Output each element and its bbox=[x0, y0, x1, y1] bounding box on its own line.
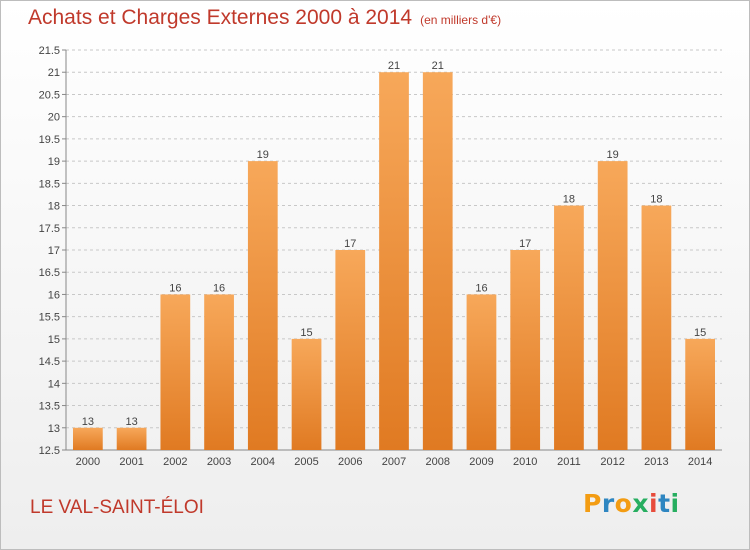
y-tick-label: 15.5 bbox=[39, 312, 60, 324]
bar-value-label: 19 bbox=[607, 149, 619, 161]
y-tick-label: 19 bbox=[48, 156, 60, 168]
logo-letter: P bbox=[583, 489, 602, 518]
bar-value-label: 16 bbox=[169, 282, 181, 294]
bar-value-label: 18 bbox=[650, 194, 662, 206]
bar bbox=[597, 161, 628, 450]
bar-value-label: 16 bbox=[213, 282, 225, 294]
bar-value-label: 13 bbox=[125, 416, 137, 428]
x-tick-label: 2002 bbox=[163, 456, 187, 468]
y-tick-label: 17 bbox=[48, 245, 60, 257]
bar-value-label: 15 bbox=[300, 327, 312, 339]
y-tick-label: 17.5 bbox=[39, 223, 60, 235]
y-tick-label: 21 bbox=[48, 67, 60, 79]
y-tick-label: 20.5 bbox=[39, 89, 60, 101]
x-tick-label: 2008 bbox=[425, 456, 449, 468]
x-tick-label: 2014 bbox=[688, 456, 712, 468]
bar bbox=[291, 338, 322, 450]
y-tick-label: 19.5 bbox=[39, 134, 60, 146]
bar-value-label: 17 bbox=[519, 238, 531, 250]
x-tick-label: 2001 bbox=[119, 456, 143, 468]
logo-letter: r bbox=[601, 489, 615, 518]
y-tick-label: 14.5 bbox=[39, 356, 60, 368]
logo-letter: i bbox=[649, 489, 659, 518]
bar bbox=[72, 427, 103, 450]
x-tick-label: 2010 bbox=[513, 456, 537, 468]
x-tick-label: 2000 bbox=[76, 456, 100, 468]
bar-value-label: 13 bbox=[82, 416, 94, 428]
bar-value-label: 21 bbox=[388, 60, 400, 72]
proxiti-logo: Proxiti bbox=[583, 489, 680, 518]
logo-letter: o bbox=[614, 489, 633, 518]
bar-value-label: 15 bbox=[694, 327, 706, 339]
y-tick-label: 15 bbox=[48, 334, 60, 346]
bar bbox=[247, 161, 278, 450]
title-text: Achats et Charges Externes 2000 à 2014 bbox=[28, 6, 413, 29]
bar bbox=[160, 294, 191, 450]
x-tick-label: 2004 bbox=[251, 456, 275, 468]
bar bbox=[379, 72, 409, 450]
bar-value-label: 17 bbox=[344, 238, 356, 250]
y-tick-label: 20 bbox=[48, 112, 60, 124]
x-tick-label: 2011 bbox=[557, 456, 581, 468]
bar-value-label: 18 bbox=[563, 194, 575, 206]
y-tick-label: 18.5 bbox=[39, 178, 60, 190]
y-tick-label: 16.5 bbox=[39, 267, 60, 279]
x-tick-label: 2007 bbox=[382, 456, 406, 468]
logo-letter: x bbox=[632, 489, 649, 518]
bar bbox=[204, 294, 234, 450]
y-tick-label: 14 bbox=[48, 378, 60, 390]
y-tick-label: 13.5 bbox=[39, 401, 60, 413]
bar bbox=[335, 250, 366, 450]
bar bbox=[116, 427, 147, 450]
y-tick-label: 21.5 bbox=[39, 45, 60, 57]
bar bbox=[554, 205, 584, 450]
bar bbox=[466, 294, 497, 450]
bar-value-label: 19 bbox=[257, 149, 269, 161]
bar-value-label: 21 bbox=[432, 60, 444, 72]
y-tick-label: 18 bbox=[48, 201, 60, 213]
x-tick-label: 2013 bbox=[644, 456, 668, 468]
x-tick-label: 2012 bbox=[600, 456, 624, 468]
bar-value-label: 16 bbox=[475, 282, 487, 294]
title-unit: (en milliers d'€) bbox=[420, 13, 502, 27]
x-tick-label: 2009 bbox=[469, 456, 493, 468]
bar bbox=[641, 205, 672, 450]
y-tick-label: 13 bbox=[48, 423, 60, 435]
x-tick-label: 2003 bbox=[207, 456, 231, 468]
logo-letter: i bbox=[670, 489, 680, 518]
x-tick-label: 2005 bbox=[294, 456, 318, 468]
y-tick-label: 12.5 bbox=[39, 445, 60, 457]
bar bbox=[422, 72, 453, 450]
x-tick-label: 2006 bbox=[338, 456, 362, 468]
bar bbox=[510, 250, 541, 450]
logo-letter: t bbox=[658, 489, 671, 518]
chart-title: Achats et Charges Externes 2000 à 2014 (e… bbox=[28, 6, 501, 30]
y-tick-label: 16 bbox=[48, 289, 60, 301]
place-name: LE VAL-SAINT-ÉLOI bbox=[30, 497, 204, 518]
bar bbox=[685, 338, 716, 450]
